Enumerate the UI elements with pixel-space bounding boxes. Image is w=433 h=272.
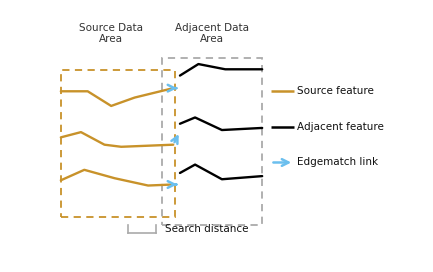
Text: Search distance: Search distance <box>165 224 249 234</box>
Text: Adjacent Data
Area: Adjacent Data Area <box>175 23 249 44</box>
Text: Adjacent feature: Adjacent feature <box>297 122 385 132</box>
Text: Source Data
Area: Source Data Area <box>79 23 143 44</box>
Text: Edgematch link: Edgematch link <box>297 157 378 168</box>
Text: Source feature: Source feature <box>297 86 374 96</box>
